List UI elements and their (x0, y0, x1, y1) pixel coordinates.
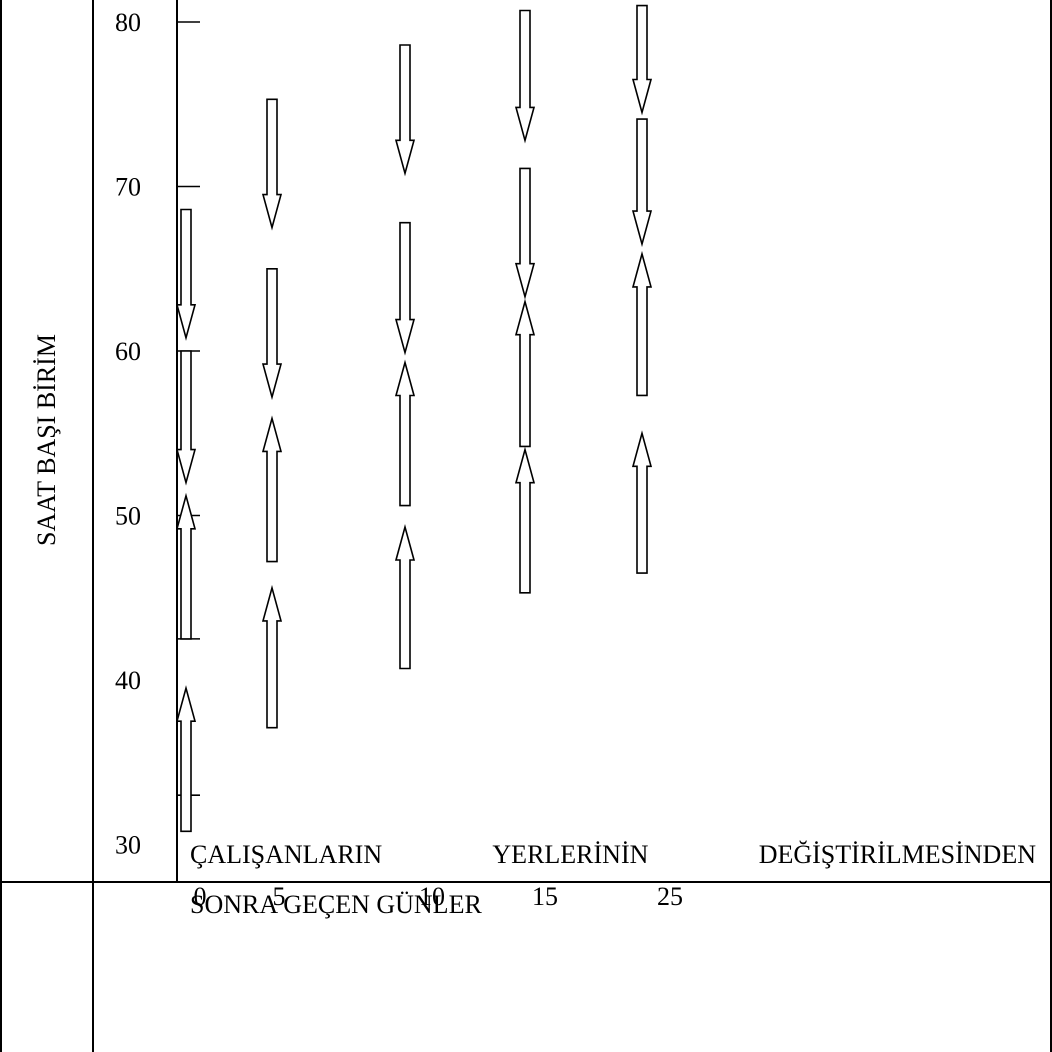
up-arrow (631, 430, 653, 574)
y-tick-label: 80 (115, 8, 141, 37)
down-arrow (261, 98, 283, 231)
down-arrow (631, 118, 653, 248)
up-arrow (175, 685, 197, 833)
down-arrow (514, 167, 536, 300)
up-arrow (514, 446, 536, 594)
x-tick-label: 25 (657, 882, 683, 911)
y-axis-title: SAAT BAŞI BİRİM (32, 334, 61, 546)
y-tick-label: 70 (115, 173, 141, 202)
down-arrow (631, 4, 653, 116)
down-arrow (261, 267, 283, 401)
x-axis-title-word: DEĞİŞTİRİLMESİNDEN (758, 840, 1036, 869)
y-axis-ticks: 30 40 50 60 70 80 (115, 8, 200, 860)
down-arrow (175, 350, 197, 486)
up-arrow (631, 250, 653, 397)
down-arrow (514, 9, 536, 144)
up-arrow (394, 359, 416, 507)
down-arrow (394, 44, 416, 177)
up-arrow (175, 492, 197, 640)
arrow-marks (175, 4, 653, 833)
y-tick-label: 30 (115, 831, 141, 860)
y-tick-label: 40 (115, 666, 141, 695)
x-axis-title-line-2: SONRA GEÇEN GÜNLER (190, 890, 482, 919)
x-axis-ticks: 0 5 10 15 25 (194, 882, 684, 911)
up-arrow (261, 584, 283, 729)
x-tick-label: 15 (532, 882, 558, 911)
x-tick-label: 0 (194, 882, 207, 911)
up-arrow (394, 523, 416, 670)
down-arrow (394, 221, 416, 356)
up-arrow (261, 415, 283, 563)
down-arrow (175, 208, 197, 341)
x-axis-title-word: YERLERİNİN (492, 840, 649, 869)
x-axis-title-line-1: ÇALIŞANLARIN YERLERİNİN DEĞİŞTİRİLMESİNDEN (190, 840, 1036, 870)
y-tick-label: 50 (115, 502, 141, 531)
x-tick-label: 10 (419, 882, 445, 911)
x-axis-title-word: ÇALIŞANLARIN (190, 840, 383, 869)
up-arrow (514, 298, 536, 448)
x-tick-label: 5 (273, 882, 286, 911)
y-tick-label: 60 (115, 337, 141, 366)
